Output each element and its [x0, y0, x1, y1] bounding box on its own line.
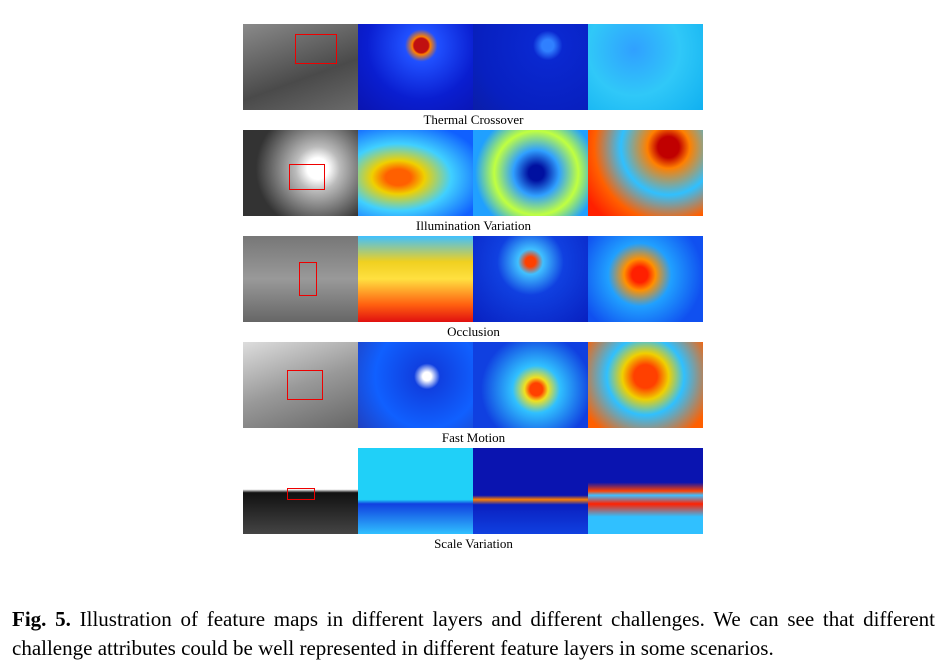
target-box	[287, 488, 315, 500]
input-frame	[243, 448, 358, 534]
row-label: Thermal Crossover	[423, 112, 524, 127]
figure-row	[243, 342, 704, 428]
feature-map	[473, 130, 588, 216]
row-label: Scale Variation	[434, 536, 513, 551]
feature-map	[358, 236, 473, 322]
feature-map	[473, 342, 588, 428]
feature-map	[588, 24, 703, 110]
feature-map	[473, 236, 588, 322]
input-frame	[243, 342, 358, 428]
target-box	[299, 262, 317, 296]
input-frame	[243, 236, 358, 322]
feature-map	[588, 342, 703, 428]
row-label: Illumination Variation	[416, 218, 531, 233]
target-box	[287, 370, 323, 400]
feature-map	[358, 24, 473, 110]
feature-map	[358, 448, 473, 534]
figure-row	[243, 24, 704, 110]
caption-text: Illustration of feature maps in differen…	[12, 607, 935, 660]
row-label: Occlusion	[447, 324, 500, 339]
feature-map	[588, 448, 703, 534]
figure: Thermal Crossover Illumination Variation O…	[243, 24, 704, 554]
figure-row	[243, 130, 704, 216]
target-box	[295, 34, 337, 64]
caption-label: Fig. 5.	[12, 607, 71, 631]
row-label: Fast Motion	[441, 430, 506, 445]
figure-row	[243, 236, 704, 322]
target-box	[289, 164, 325, 190]
feature-map	[588, 130, 703, 216]
feature-map	[358, 130, 473, 216]
feature-map	[588, 236, 703, 322]
figure-row	[243, 448, 704, 534]
input-frame	[243, 24, 358, 110]
feature-map	[358, 342, 473, 428]
input-frame	[243, 130, 358, 216]
feature-map	[473, 24, 588, 110]
feature-map	[473, 448, 588, 534]
figure-caption: Fig. 5. Illustration of feature maps in …	[12, 605, 935, 663]
